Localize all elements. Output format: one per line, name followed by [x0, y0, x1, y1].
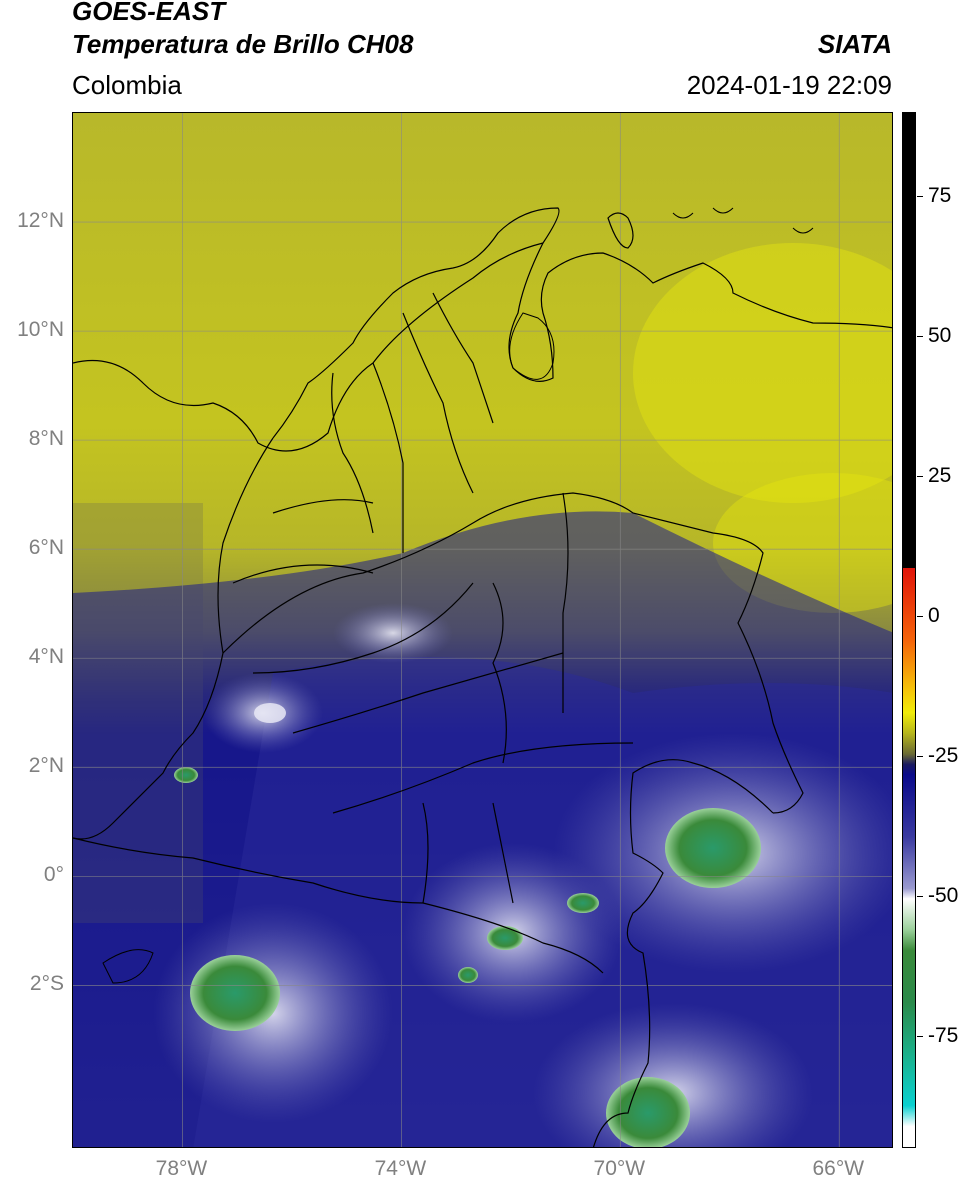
- colorbar-tick-label: -25: [928, 744, 959, 767]
- colorbar-tick: [917, 1036, 923, 1037]
- colorbar-tick: [917, 616, 923, 617]
- colorbar-tick: [917, 896, 923, 897]
- colorbar: [902, 112, 916, 1148]
- colorbar-tick-label: 75: [928, 184, 952, 207]
- satellite-title: GOES-EAST: [72, 0, 226, 26]
- lat-tick-label: 10°N: [17, 318, 64, 342]
- lon-tick-label: 74°W: [374, 1157, 427, 1180]
- colorbar-tick: [917, 756, 923, 757]
- product-title: Temperatura de Brillo CH08: [72, 29, 414, 59]
- colorbar-tick-label: 25: [928, 464, 952, 487]
- datetime-label: 2024-01-19 22:09: [686, 70, 892, 100]
- satellite-map[interactable]: [72, 112, 893, 1148]
- organization-label: SIATA: [817, 29, 892, 59]
- region-label: Colombia: [72, 70, 182, 100]
- lat-tick-label: 0°: [43, 863, 64, 887]
- colorbar-tick: [917, 196, 923, 197]
- colorbar-tick-label: -50: [928, 884, 959, 907]
- lat-tick-label: 6°N: [28, 536, 64, 560]
- colorbar-tick-label: 50: [928, 324, 952, 347]
- lat-tick-label: 2°N: [28, 754, 64, 778]
- lat-tick-label: 12°N: [17, 209, 64, 233]
- colorbar-tick-label: 0: [928, 604, 940, 627]
- brightness-temperature-image: [73, 113, 892, 1147]
- colorbar-tick: [917, 336, 923, 337]
- colorbar-tick-label: -75: [928, 1024, 959, 1047]
- lon-tick-label: 78°W: [155, 1157, 208, 1180]
- colorbar-tick: [917, 476, 923, 477]
- lon-tick-label: 70°W: [593, 1157, 646, 1180]
- lat-tick-label: 2°S: [29, 972, 64, 996]
- lat-tick-label: 8°N: [28, 427, 64, 451]
- lon-tick-label: 66°W: [812, 1157, 865, 1180]
- lat-tick-label: 4°N: [28, 645, 64, 669]
